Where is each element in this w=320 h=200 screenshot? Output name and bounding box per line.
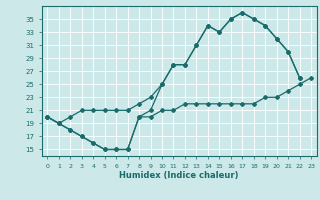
X-axis label: Humidex (Indice chaleur): Humidex (Indice chaleur) — [119, 171, 239, 180]
